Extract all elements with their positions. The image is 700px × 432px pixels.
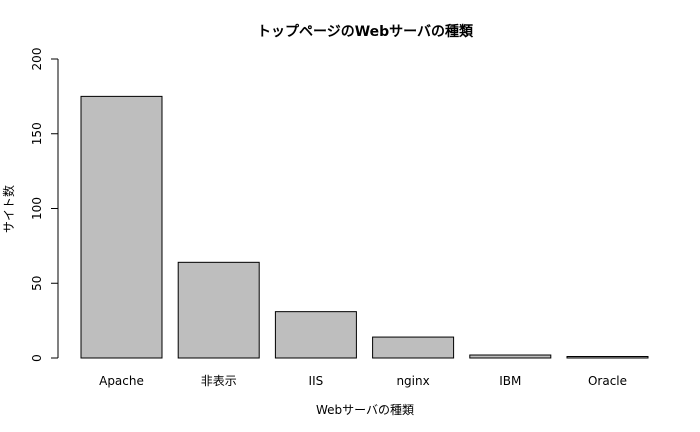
x-tick-label: 非表示 [201,374,237,388]
bar [274,311,357,359]
y-tick-label: 150 [30,122,44,145]
x-tick-labels: Apache 非表示 IIS nginx IBM Oracle [99,374,627,388]
y-axis: 0 50 100 150 200 [30,48,59,362]
bar [372,336,455,359]
y-tick-label: 200 [30,48,44,71]
x-tick-label: Oracle [588,374,627,388]
y-tick-label: 0 [30,354,44,362]
bars-group [80,95,649,359]
x-axis-label: Webサーバの種類 [316,403,414,417]
chart-title: トップページのWebサーバの種類 [257,23,474,40]
bar [566,356,649,359]
x-tick-label: Apache [99,374,144,388]
x-tick-label: nginx [396,374,429,388]
y-tick-label: 50 [30,276,44,291]
x-tick-label: IBM [499,374,521,388]
y-tick-label: 100 [30,197,44,220]
bar [469,354,552,359]
y-axis-label: サイト数 [1,185,16,233]
bar [80,95,163,359]
bar [177,261,260,359]
x-tick-label: IIS [309,374,324,388]
